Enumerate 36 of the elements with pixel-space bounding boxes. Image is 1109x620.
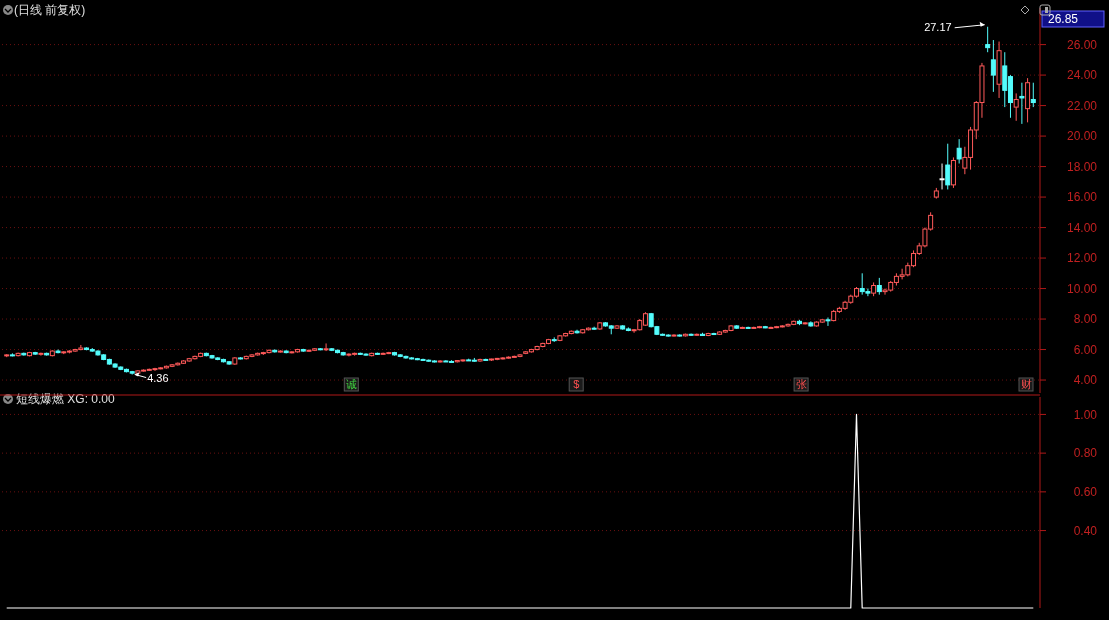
y-tick-label: 22.00: [1066, 98, 1098, 113]
y-tick-label: 24.00: [1066, 68, 1098, 83]
y-tick-label: 16.00: [1066, 190, 1098, 205]
y-tick-label: 1.00: [1073, 407, 1098, 422]
y-tick-label: 8.00: [1073, 312, 1098, 327]
candlestick: [825, 317, 831, 327]
y-tick-label: 26.00: [1066, 37, 1098, 52]
annotation: $: [573, 378, 580, 390]
annotation: 张: [795, 378, 807, 390]
candlestick: [985, 26, 991, 53]
annotation: 诚: [345, 378, 357, 390]
y-tick-label: 20.00: [1066, 129, 1098, 144]
y-tick-label: 14.00: [1066, 220, 1098, 235]
chart-title: (日线 前复权): [14, 3, 86, 17]
text: 26.85: [1048, 12, 1079, 26]
candlestick: [1013, 92, 1019, 122]
candlestick: [574, 329, 580, 335]
annotation: 27.17: [924, 20, 952, 33]
candlestick: [939, 163, 945, 190]
y-tick-label: 12.00: [1066, 251, 1098, 266]
annotation: 4.36: [147, 371, 169, 384]
y-tick-label: 4.00: [1073, 373, 1098, 388]
candlestick: [323, 342, 329, 352]
y-tick-label: 0.60: [1073, 485, 1098, 500]
candlestick: [1030, 82, 1036, 108]
candlestick: [956, 138, 962, 165]
y-tick-label: 0.80: [1073, 446, 1098, 461]
candlestick: [945, 143, 951, 190]
chart-title: 短线爆燃 XG: 0.00: [16, 392, 116, 406]
candlestick: [1019, 82, 1025, 125]
y-tick-label: 0.40: [1073, 523, 1098, 538]
y-tick-label: 10.00: [1066, 281, 1098, 296]
y-tick-label: 18.00: [1066, 159, 1098, 174]
y-tick-label: 6.00: [1073, 342, 1098, 357]
annotation: 财: [1020, 378, 1032, 390]
candlestick: [990, 39, 996, 93]
